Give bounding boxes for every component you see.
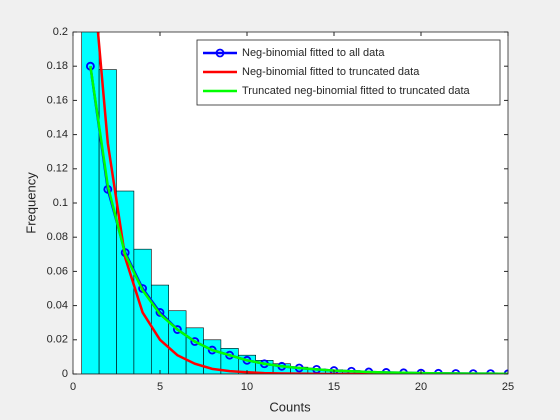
x-tick-label: 0 <box>70 381 76 393</box>
marker <box>190 337 200 346</box>
x-tick-label: 25 <box>502 381 514 393</box>
legend-label: Neg-binomial fitted to truncated data <box>242 66 420 78</box>
y-tick-label: 0.18 <box>47 60 68 72</box>
legend-box <box>196 39 501 106</box>
legend-label: Truncated neg-binomial fitted to truncat… <box>242 85 471 97</box>
bar <box>81 32 100 374</box>
y-tick-label: 0.14 <box>47 129 68 141</box>
legend-marker <box>215 48 225 58</box>
y-tick-label: 0.06 <box>47 265 68 277</box>
bar <box>98 69 117 374</box>
plot <box>81 32 508 374</box>
y-tick-label: 0.02 <box>47 334 68 346</box>
x-tick-label: 20 <box>415 381 427 393</box>
y-tick-label: 0.16 <box>47 94 68 106</box>
bar <box>168 310 187 374</box>
y-tick-label: 0.12 <box>47 163 68 175</box>
x-tick-label: 10 <box>241 381 253 393</box>
x-axis-label: Counts <box>269 399 311 414</box>
axes: 0 0.02 0.04 0.06 0.08 0.1 0.12 0.14 0.16 0.18 0.2 0… <box>47 26 515 393</box>
x-tick-label: 15 <box>328 381 340 393</box>
y-tick-label: 0.1 <box>53 197 68 209</box>
bar <box>185 327 204 374</box>
legend-label: Neg-binomial fitted to all data <box>242 47 385 59</box>
marker <box>172 325 182 334</box>
y-tick-label: 0.08 <box>47 231 68 243</box>
line <box>89 66 508 374</box>
y-tick-label: 0.2 <box>53 26 68 38</box>
y-tick-label: 0 <box>62 368 68 380</box>
y-tick-label: 0.04 <box>47 300 68 312</box>
marker <box>155 308 165 317</box>
x-tick-label: 5 <box>157 381 163 393</box>
y-axis-label: Frequency <box>23 172 38 234</box>
